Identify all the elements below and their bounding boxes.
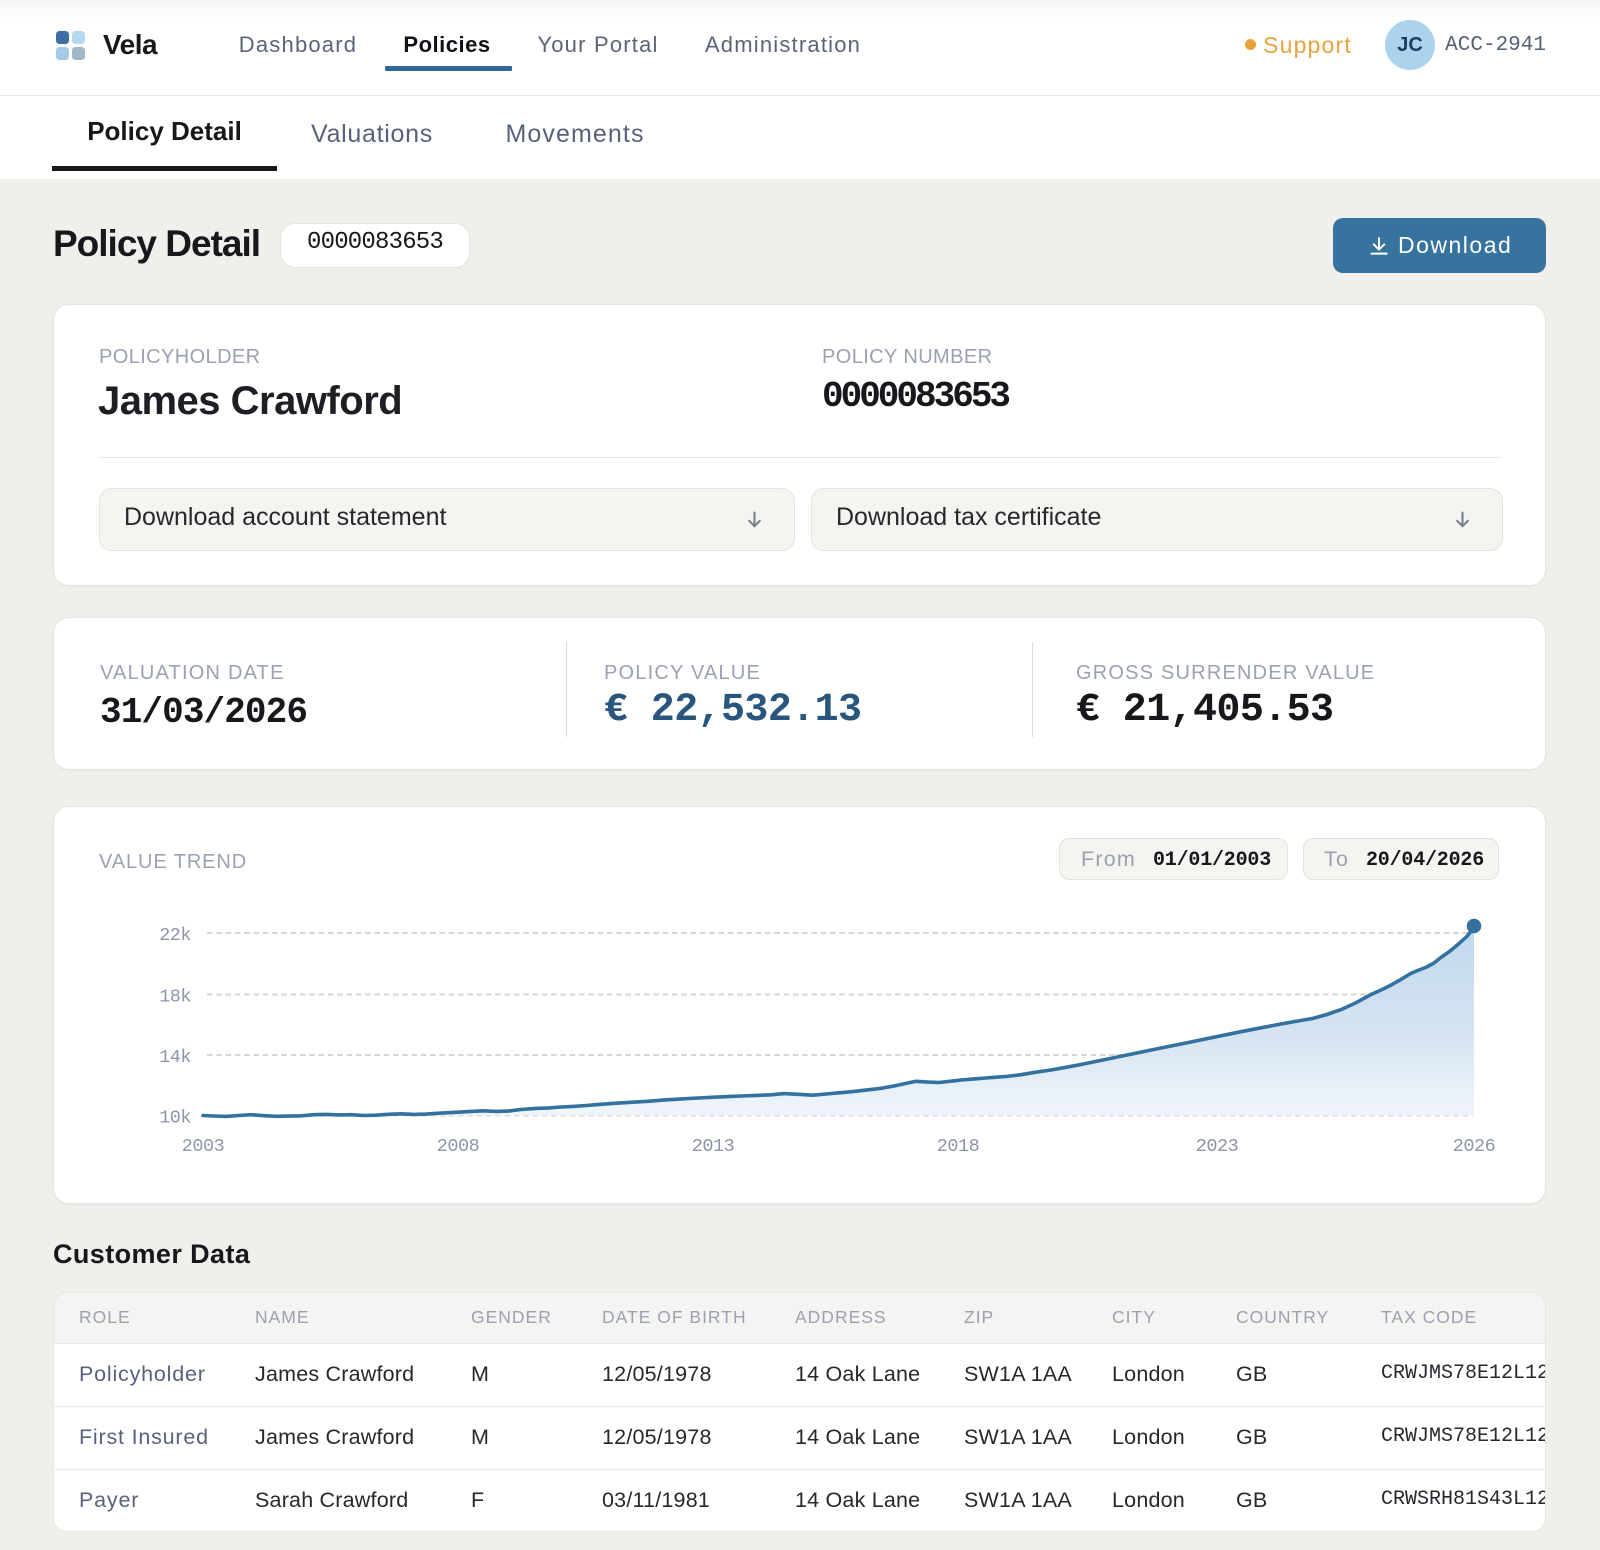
svg-text:2018: 2018: [937, 1136, 979, 1157]
svg-text:2026: 2026: [1453, 1136, 1495, 1157]
svg-text:10k: 10k: [159, 1108, 191, 1129]
svg-text:2023: 2023: [1196, 1136, 1238, 1157]
svg-text:2003: 2003: [182, 1136, 224, 1157]
svg-text:2013: 2013: [692, 1136, 734, 1157]
svg-text:18k: 18k: [159, 987, 191, 1008]
svg-text:22k: 22k: [159, 925, 191, 946]
svg-text:2008: 2008: [437, 1136, 479, 1157]
svg-text:14k: 14k: [159, 1047, 191, 1068]
